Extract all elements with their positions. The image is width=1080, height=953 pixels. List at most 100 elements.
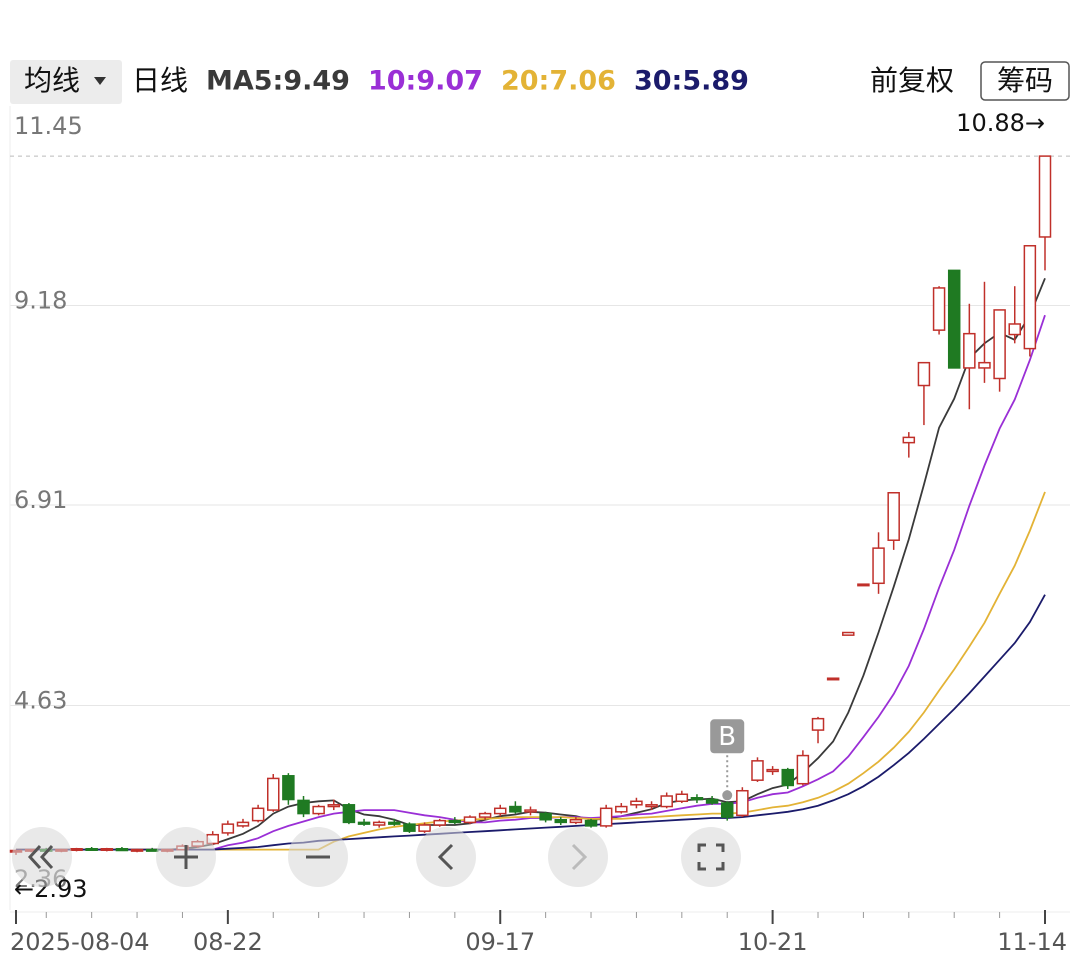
candle-body [221,823,235,834]
candle-body [630,800,643,806]
candle-body [993,309,1006,380]
candle-body [645,804,658,808]
candle-body [705,798,719,804]
candle-body [403,823,416,832]
candle-body [902,436,916,444]
x-tick-label: 2025-08-04 [10,928,149,953]
ma-menu-bg[interactable] [10,60,122,104]
candle-body [554,818,568,824]
candle-body [917,361,931,387]
prev-button[interactable] [416,827,476,887]
candle-body [327,804,341,808]
candle-body [842,631,855,636]
legend-entry: 30:5.89 [634,66,749,97]
candle-body [751,760,764,781]
nav-buttons [12,827,741,887]
candle-body [282,775,295,801]
candle-body [478,812,492,818]
icon [571,843,588,871]
nav-icons [27,843,725,871]
candle-body [569,818,583,824]
legend-entry: 10:9.07 [368,66,483,97]
signal-dot [722,790,733,801]
candle-body [932,287,946,331]
candle-body [826,677,840,681]
candle-body [947,269,961,369]
candle-body [493,807,507,815]
candle-body [660,795,673,808]
period[interactable]: 日线 [132,64,188,97]
x-tick-label: 11-14 [997,928,1067,953]
candle-body [463,816,477,824]
legend-entry: 20:7.06 [501,66,616,97]
legend-entry: MA5:9.49 [206,66,350,97]
next-button[interactable] [548,827,608,887]
legend: MA5:9.49 10:9.07 20:7.06 30:5.89 [206,66,749,97]
fullscreen-button[interactable] [681,827,741,887]
candle-body [145,848,159,852]
candle-body [887,492,900,541]
candle-body [615,805,628,813]
candle-body [448,819,462,824]
candle-body [372,821,386,826]
icon [697,843,725,871]
adjust[interactable]: 前复权 [870,64,954,97]
candle-body [100,847,114,851]
ma-line [16,314,1046,851]
ma-menu[interactable]: 均线 [24,64,80,97]
candle-body [251,807,265,822]
candle-body [963,332,976,369]
candle-body [433,819,446,826]
candle-body [675,793,689,803]
chips-button[interactable] [980,61,1070,101]
candle-body [1023,245,1037,350]
candle-body [690,797,704,801]
candle-body [388,821,401,825]
candle-body [781,768,794,787]
candle-body [766,768,779,773]
icon [174,845,198,869]
candle-body [115,847,129,852]
signal-label: B [718,722,736,752]
x-tick-label: 10-21 [738,928,808,953]
signal-badge [710,719,745,754]
candle-body [736,789,749,817]
candle-body [978,361,991,369]
candle-body [524,809,537,813]
dropdown-arrow[interactable] [94,77,106,85]
candle-body [70,847,83,851]
icon [437,843,454,871]
candle-body [357,821,371,825]
candle-body [130,848,144,852]
candle-body [539,812,552,821]
candle-body [584,819,598,827]
candle-body [509,805,522,813]
candle-body [872,547,885,585]
candle-body [1038,155,1052,238]
candle-body [720,802,734,818]
candle-body [811,717,825,731]
y-tick-label: 11.45 [14,112,83,140]
ma-line [16,277,1046,851]
candle-body [297,799,310,815]
candle-body [418,824,431,832]
candle-body [236,821,250,827]
y-tick-label: 4.63 [14,686,67,714]
candle-body [796,754,810,785]
x-tick-label: 09-17 [465,928,535,953]
candle-body [342,804,356,824]
ma-line [16,491,1046,851]
candle-body [267,777,280,811]
candle-body [85,847,98,851]
candle-body [1008,323,1021,336]
icon [27,844,54,870]
candle-body [857,583,870,587]
chips[interactable]: 筹码 [997,64,1053,97]
candle-body [599,807,613,827]
plot: 11.459.186.914.632.362025-08-0408-2209-1… [9,106,1070,953]
high-label: 10.88→ [956,109,1045,137]
y-tick-label: 6.91 [14,486,67,514]
x-tick-label: 08-22 [193,928,263,953]
